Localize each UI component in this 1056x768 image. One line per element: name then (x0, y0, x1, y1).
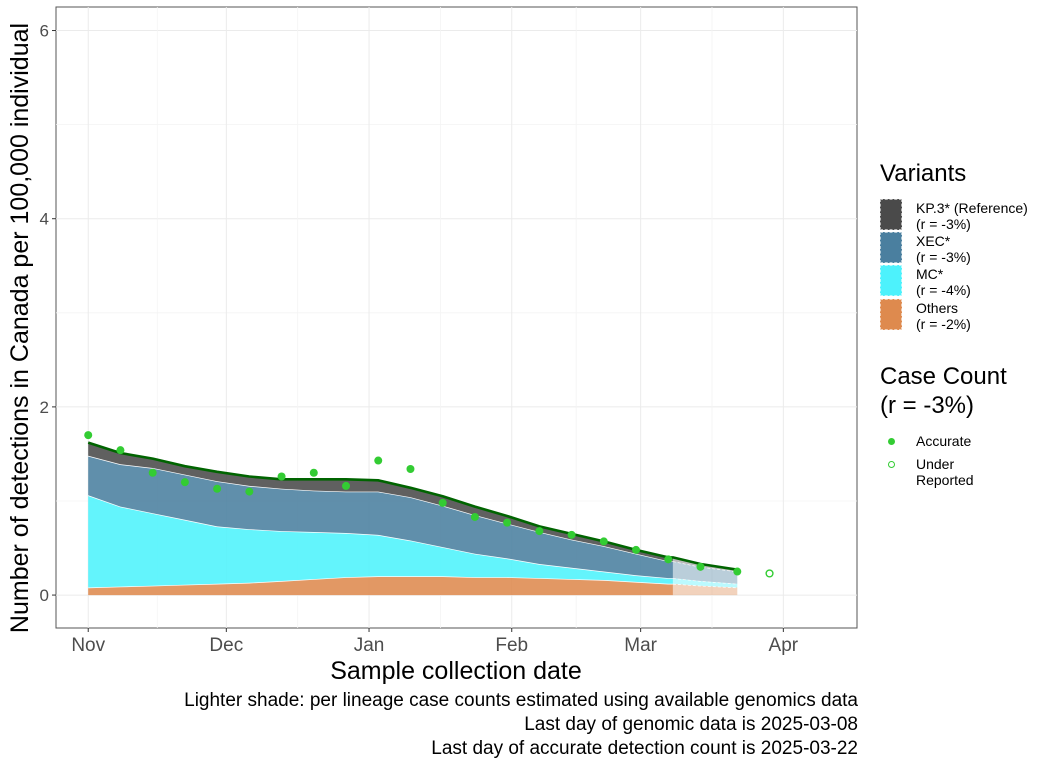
caption-line: Last day of genomic data is 2025-03-08 (524, 714, 858, 735)
legend-label: XEC* (916, 233, 951, 249)
accurate-point (342, 481, 351, 490)
legend-growth-rate: (r = -3%) (916, 249, 971, 265)
legend-growth-rate: (r = -3%) (916, 216, 971, 232)
accurate-point (84, 431, 93, 440)
area-boundary-estimated (672, 560, 738, 573)
area-others (88, 576, 673, 596)
x-tick-label: Dec (209, 635, 243, 656)
legend-label: Accurate (916, 433, 972, 449)
accurate-point (213, 484, 222, 493)
legend-swatch (880, 265, 902, 296)
caption: Lighter shade: per lineage case counts e… (184, 689, 858, 761)
x-tick-label: Feb (495, 635, 528, 656)
legend-swatch (880, 232, 902, 263)
accurate-point (406, 464, 415, 473)
legend-swatch (880, 299, 902, 330)
case-count-legend-title: Case Count (r = -3%) (880, 362, 1007, 420)
accurate-point (632, 545, 641, 554)
area-boundary-estimated (672, 577, 738, 585)
accurate-point (277, 472, 286, 481)
legend-growth-rate: (r = -2%) (916, 316, 971, 332)
legend-label: Others (916, 300, 959, 316)
legend-label: Under Reported (916, 456, 974, 488)
area-estimated-xec (672, 561, 738, 584)
area-xec (88, 455, 673, 579)
accurate-point (696, 562, 705, 571)
caption-line: Last day of accurate detection count is … (431, 738, 858, 759)
legend-title: Variants (880, 160, 967, 187)
accurate-point (664, 555, 673, 564)
accurate-point (599, 537, 608, 546)
case-count-title: Case Count (880, 363, 1007, 390)
legend-label: MC* (916, 266, 944, 282)
accurate-point (733, 567, 742, 576)
accurate-point (503, 518, 512, 527)
stacked-areas (87, 442, 738, 596)
axes: 0 2 4 6 Nov Dec Jan Feb Mar Apr (40, 22, 799, 656)
x-tick-label: Nov (71, 635, 105, 656)
area-boundary-estimated (672, 583, 738, 589)
case-count-curve (87, 441, 738, 571)
accurate-point (148, 468, 157, 477)
x-tick-label: Jan (354, 635, 385, 656)
under-reported-point (765, 569, 774, 578)
accurate-point (374, 456, 383, 465)
case-points (84, 431, 774, 578)
accurate-point (470, 512, 479, 521)
area-mc (88, 495, 673, 588)
legend-growth-rate: (r = -4%) (916, 282, 971, 298)
x-tick-label: Apr (769, 635, 799, 656)
y-tick-label: 0 (40, 586, 49, 605)
accurate-point (309, 468, 318, 477)
y-tick-label: 4 (40, 210, 49, 229)
accurate-point (567, 530, 576, 539)
x-axis-label: Sample collection date (330, 657, 582, 685)
y-tick-label: 6 (40, 22, 49, 41)
legend-swatch (880, 199, 902, 230)
under-reported-circle-icon (888, 461, 895, 468)
caption-line: Lighter shade: per lineage case counts e… (184, 690, 858, 711)
accurate-point (535, 527, 544, 536)
area-estimated-others (672, 583, 738, 596)
legend-label: KP.3* (Reference) (916, 200, 1028, 216)
case-count-rate: (r = -3%) (880, 392, 975, 419)
total-curve (87, 441, 738, 571)
y-tick-label: 2 (40, 398, 49, 417)
accurate-point (116, 446, 125, 455)
accurate-dot-icon (888, 438, 895, 445)
accurate-point (180, 478, 189, 487)
x-tick-label: Mar (624, 635, 657, 656)
accurate-point (438, 498, 447, 507)
y-axis-label: Number of detections in Canada per 100,0… (6, 23, 34, 633)
accurate-point (245, 487, 254, 496)
